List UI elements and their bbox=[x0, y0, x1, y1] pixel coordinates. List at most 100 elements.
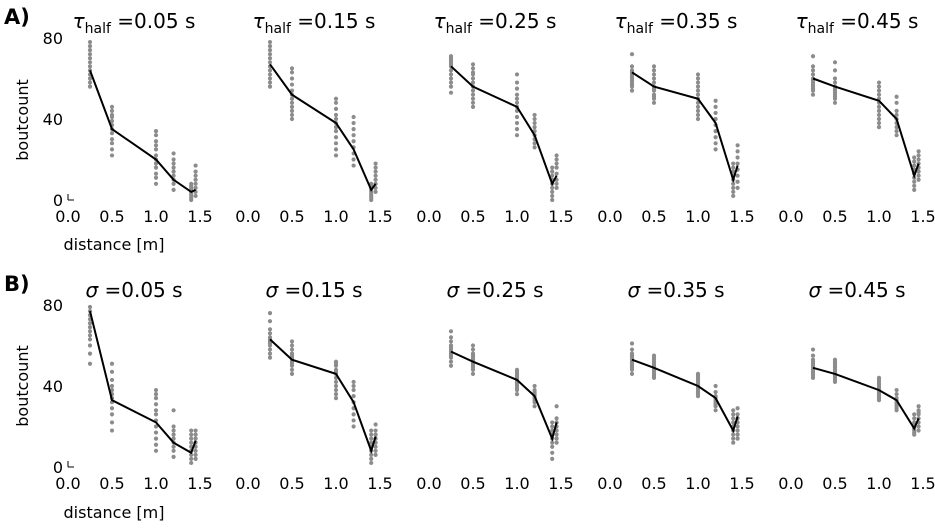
title-value: =0.25 s bbox=[459, 278, 543, 302]
scatter-point bbox=[448, 329, 454, 334]
scatter-point bbox=[267, 355, 273, 360]
scatter-point bbox=[629, 351, 635, 356]
scatter-point bbox=[629, 64, 635, 69]
scatter-point bbox=[351, 424, 356, 429]
scatter-point bbox=[333, 367, 339, 372]
scatter-point bbox=[87, 39, 93, 45]
scatter-point bbox=[514, 127, 520, 132]
scatter-point bbox=[267, 319, 273, 324]
series-line bbox=[269, 338, 377, 454]
scatter-point bbox=[333, 106, 339, 111]
x-tick-label: 1.5 bbox=[729, 207, 754, 226]
scatter-point bbox=[153, 133, 159, 138]
scatter-point bbox=[333, 112, 339, 118]
scatter-point bbox=[448, 359, 454, 364]
scatter-point bbox=[735, 149, 740, 154]
scatter-point bbox=[731, 432, 736, 437]
scatter-point bbox=[109, 361, 115, 366]
scatter-point bbox=[695, 116, 701, 122]
scatter-point bbox=[514, 114, 520, 120]
panel-title: σ =0.25 s bbox=[446, 278, 543, 302]
scatter-point bbox=[448, 54, 454, 59]
scatter-point bbox=[369, 436, 374, 441]
scatter-point bbox=[289, 104, 295, 109]
scatter-point bbox=[695, 88, 701, 93]
scatter-point bbox=[810, 54, 816, 59]
xlabel-a: distance [m] bbox=[64, 235, 165, 254]
scatter-point bbox=[289, 82, 295, 87]
scatter-point bbox=[171, 169, 176, 174]
ylabel-a: boutcount bbox=[13, 79, 32, 161]
x-tick-label: 1.5 bbox=[187, 474, 212, 493]
scatter-point bbox=[554, 165, 559, 170]
scatter-point bbox=[448, 363, 454, 368]
scatter-point bbox=[550, 456, 555, 461]
scatter-point bbox=[171, 187, 176, 192]
scatter-point bbox=[470, 351, 476, 356]
scatter-point bbox=[695, 104, 701, 109]
scatter-point bbox=[876, 125, 882, 130]
scatter-point bbox=[171, 444, 176, 449]
scatter-point bbox=[832, 68, 838, 73]
scatter-point bbox=[369, 460, 374, 466]
panel-a-5: τhalf =0.45 s 0.0 0.5 1.0 1.5 bbox=[778, 9, 935, 226]
scatter-point bbox=[731, 416, 736, 421]
scatter-point bbox=[171, 454, 176, 459]
scatter-point bbox=[731, 440, 736, 445]
scatter-point bbox=[832, 100, 838, 105]
title-subscript: half bbox=[85, 21, 112, 37]
scatter-point bbox=[735, 173, 740, 178]
title-value: =0.15 s bbox=[278, 278, 362, 302]
scatter-point bbox=[713, 141, 718, 146]
scatter-point bbox=[153, 396, 159, 401]
x-tick-label: 1.5 bbox=[910, 207, 935, 226]
scatter-point bbox=[532, 125, 537, 130]
scatter-point bbox=[109, 112, 115, 118]
scatter-point bbox=[153, 430, 159, 435]
scatter-point bbox=[470, 371, 476, 376]
scatter-point bbox=[651, 100, 657, 105]
scatter-point bbox=[550, 189, 555, 194]
scatter-point bbox=[832, 76, 838, 81]
scatter-point bbox=[695, 76, 701, 81]
panel-a-2: τhalf =0.15 s 0.0 0.5 1.0 1.5 bbox=[235, 9, 392, 226]
scatter-point bbox=[735, 436, 740, 441]
scatter-point bbox=[514, 80, 520, 85]
scatter-point bbox=[193, 185, 198, 190]
scatter-point bbox=[109, 387, 115, 393]
panel-title: σ =0.35 s bbox=[627, 278, 724, 302]
scatter-point bbox=[189, 452, 194, 457]
scatter-point bbox=[894, 100, 899, 105]
title-value: =0.35 s bbox=[653, 9, 737, 33]
panel-b-4: σ =0.35 s 0.0 0.5 1.0 1.5 bbox=[597, 278, 754, 493]
scatter-point bbox=[109, 153, 115, 158]
scatter-point bbox=[470, 80, 476, 85]
scatter-point bbox=[333, 100, 339, 105]
scatter-point bbox=[267, 44, 273, 49]
x-tick-label: 1.0 bbox=[504, 474, 529, 493]
scatter-point bbox=[550, 185, 555, 190]
scatter-point bbox=[333, 396, 339, 401]
scatter-point bbox=[554, 404, 559, 409]
title-subscript: half bbox=[446, 21, 473, 37]
scatter-point bbox=[912, 163, 917, 168]
scatter-point bbox=[87, 343, 93, 348]
scatter-point bbox=[470, 70, 476, 75]
scatter-point bbox=[695, 80, 701, 85]
scatter-point bbox=[651, 80, 657, 85]
scatter-point bbox=[373, 432, 378, 437]
scatter-point bbox=[171, 165, 176, 170]
scatter-point bbox=[87, 60, 93, 65]
scatter-point bbox=[87, 321, 93, 326]
scatter-point bbox=[351, 114, 356, 120]
scatter-point bbox=[333, 129, 339, 134]
scatter-point bbox=[267, 39, 273, 45]
scatter-point bbox=[514, 133, 520, 138]
scatter-point bbox=[189, 460, 194, 466]
scatter-point bbox=[193, 173, 198, 178]
scatter-point bbox=[153, 181, 159, 186]
scatter-point bbox=[532, 112, 537, 118]
scatter-point bbox=[876, 120, 882, 126]
